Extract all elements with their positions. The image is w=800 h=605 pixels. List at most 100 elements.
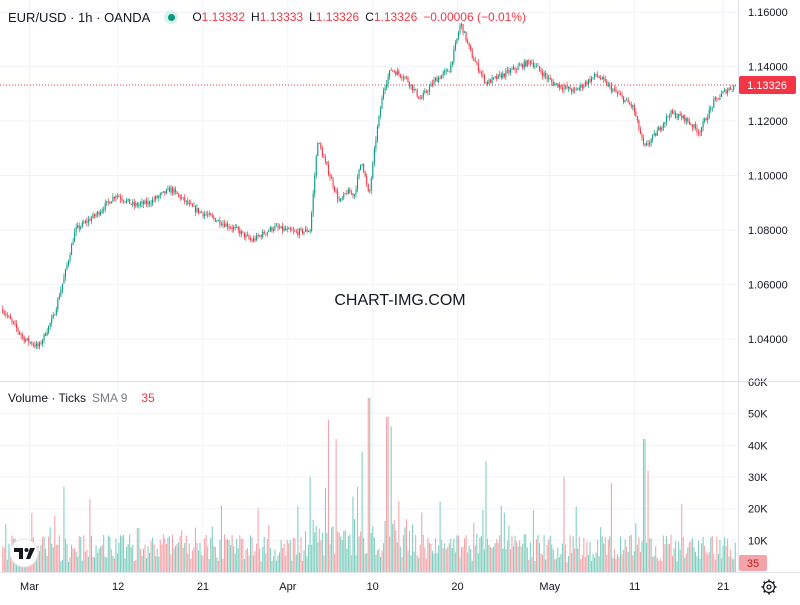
volume-tick-label: 50K [748, 409, 768, 421]
volume-bar [153, 544, 155, 572]
volume-bar [548, 539, 550, 572]
volume-bar [382, 543, 385, 572]
volume-bar [179, 535, 181, 572]
candle-body [627, 99, 629, 103]
candle-body [363, 164, 365, 172]
volume-bar [98, 548, 100, 572]
volume-bar [528, 559, 530, 572]
candle-body [396, 71, 398, 75]
volume-bar [283, 543, 285, 572]
settings-gear-icon[interactable] [761, 579, 777, 595]
volume-bar [289, 540, 291, 572]
volume-bar [581, 554, 583, 572]
candle-body [191, 204, 193, 207]
candle-body [305, 229, 307, 232]
volume-title[interactable]: Volume · Ticks [8, 391, 87, 405]
volume-bar [80, 536, 82, 572]
candle-body [32, 344, 34, 346]
volume-bar [682, 536, 684, 572]
candle-body [526, 60, 528, 67]
candle-body [413, 88, 415, 91]
candle-body [100, 212, 102, 215]
open-label: O [192, 10, 202, 24]
candle-body [277, 225, 279, 228]
change-value: −0.00006 (−0.01%) [423, 10, 526, 24]
candle-body [597, 75, 599, 77]
candle-body [659, 127, 661, 130]
volume-bar [35, 554, 37, 572]
candle-body [508, 70, 510, 73]
volume-bar [468, 545, 470, 572]
volume-bar [529, 542, 531, 572]
candle-body [652, 135, 654, 140]
candle-body [318, 143, 320, 144]
candle-body [393, 70, 395, 72]
volume-bar [701, 543, 703, 572]
volume-bar [295, 554, 297, 572]
candle-body [311, 213, 313, 231]
candle-body [158, 196, 160, 198]
candle-body [604, 79, 606, 81]
candle-body [227, 223, 229, 228]
candle-body [63, 277, 65, 284]
volume-tick-label: 10K [748, 535, 768, 547]
candle-body [716, 97, 718, 99]
candle-body [119, 197, 122, 200]
volume-bar [321, 532, 323, 572]
candle-body [372, 162, 374, 179]
volume-bar [126, 546, 128, 572]
volume-bar [239, 535, 241, 572]
candle-body [370, 178, 372, 191]
volume-last-badge [739, 555, 767, 571]
candle-body [182, 197, 184, 199]
candle-body [31, 342, 33, 345]
candle-body [193, 206, 195, 207]
candle-body [434, 78, 437, 81]
volume-bar [563, 477, 565, 572]
volume-bar [405, 519, 407, 572]
volume-bar [245, 549, 247, 572]
volume-bar [595, 552, 597, 572]
volume-bar [673, 548, 675, 572]
time-tick-label: 20 [451, 581, 463, 593]
volume-bar [687, 547, 689, 572]
volume-bar [604, 537, 606, 572]
candle-body [459, 25, 461, 33]
candle-body [306, 229, 308, 232]
candle-body [577, 88, 579, 90]
candle-body [546, 75, 548, 79]
volume-bar [378, 548, 380, 572]
volume-bar [337, 531, 339, 572]
tradingview-logo-icon[interactable] [8, 538, 40, 568]
candle-body [552, 82, 554, 86]
volume-bar [373, 537, 375, 572]
volume-bar [624, 539, 626, 572]
candle-body [418, 96, 420, 99]
volume-bar [650, 538, 652, 572]
candle-body [719, 96, 721, 100]
candle-body [425, 90, 427, 93]
volume-bar [222, 558, 224, 572]
candle-body [456, 38, 458, 43]
candle-body [38, 342, 40, 347]
candle-body [294, 230, 296, 232]
volume-bar [606, 554, 608, 572]
candle-body [217, 219, 219, 221]
candle-body [592, 77, 594, 79]
volume-bar [135, 560, 137, 572]
volume-bar [506, 540, 508, 572]
candle-body [566, 85, 568, 89]
candle-body [545, 73, 547, 76]
volume-bar [445, 549, 447, 572]
volume-bar [431, 550, 433, 572]
candle-body [84, 221, 86, 223]
candle-body [584, 82, 586, 86]
symbol-title[interactable]: EUR/USD · 1h · OANDA [8, 9, 151, 25]
candle-body [473, 58, 475, 61]
volume-bar [644, 439, 646, 572]
candle-body [17, 328, 19, 332]
volume-bar [327, 420, 330, 572]
candle-body [109, 201, 111, 204]
candle-body [187, 200, 189, 204]
